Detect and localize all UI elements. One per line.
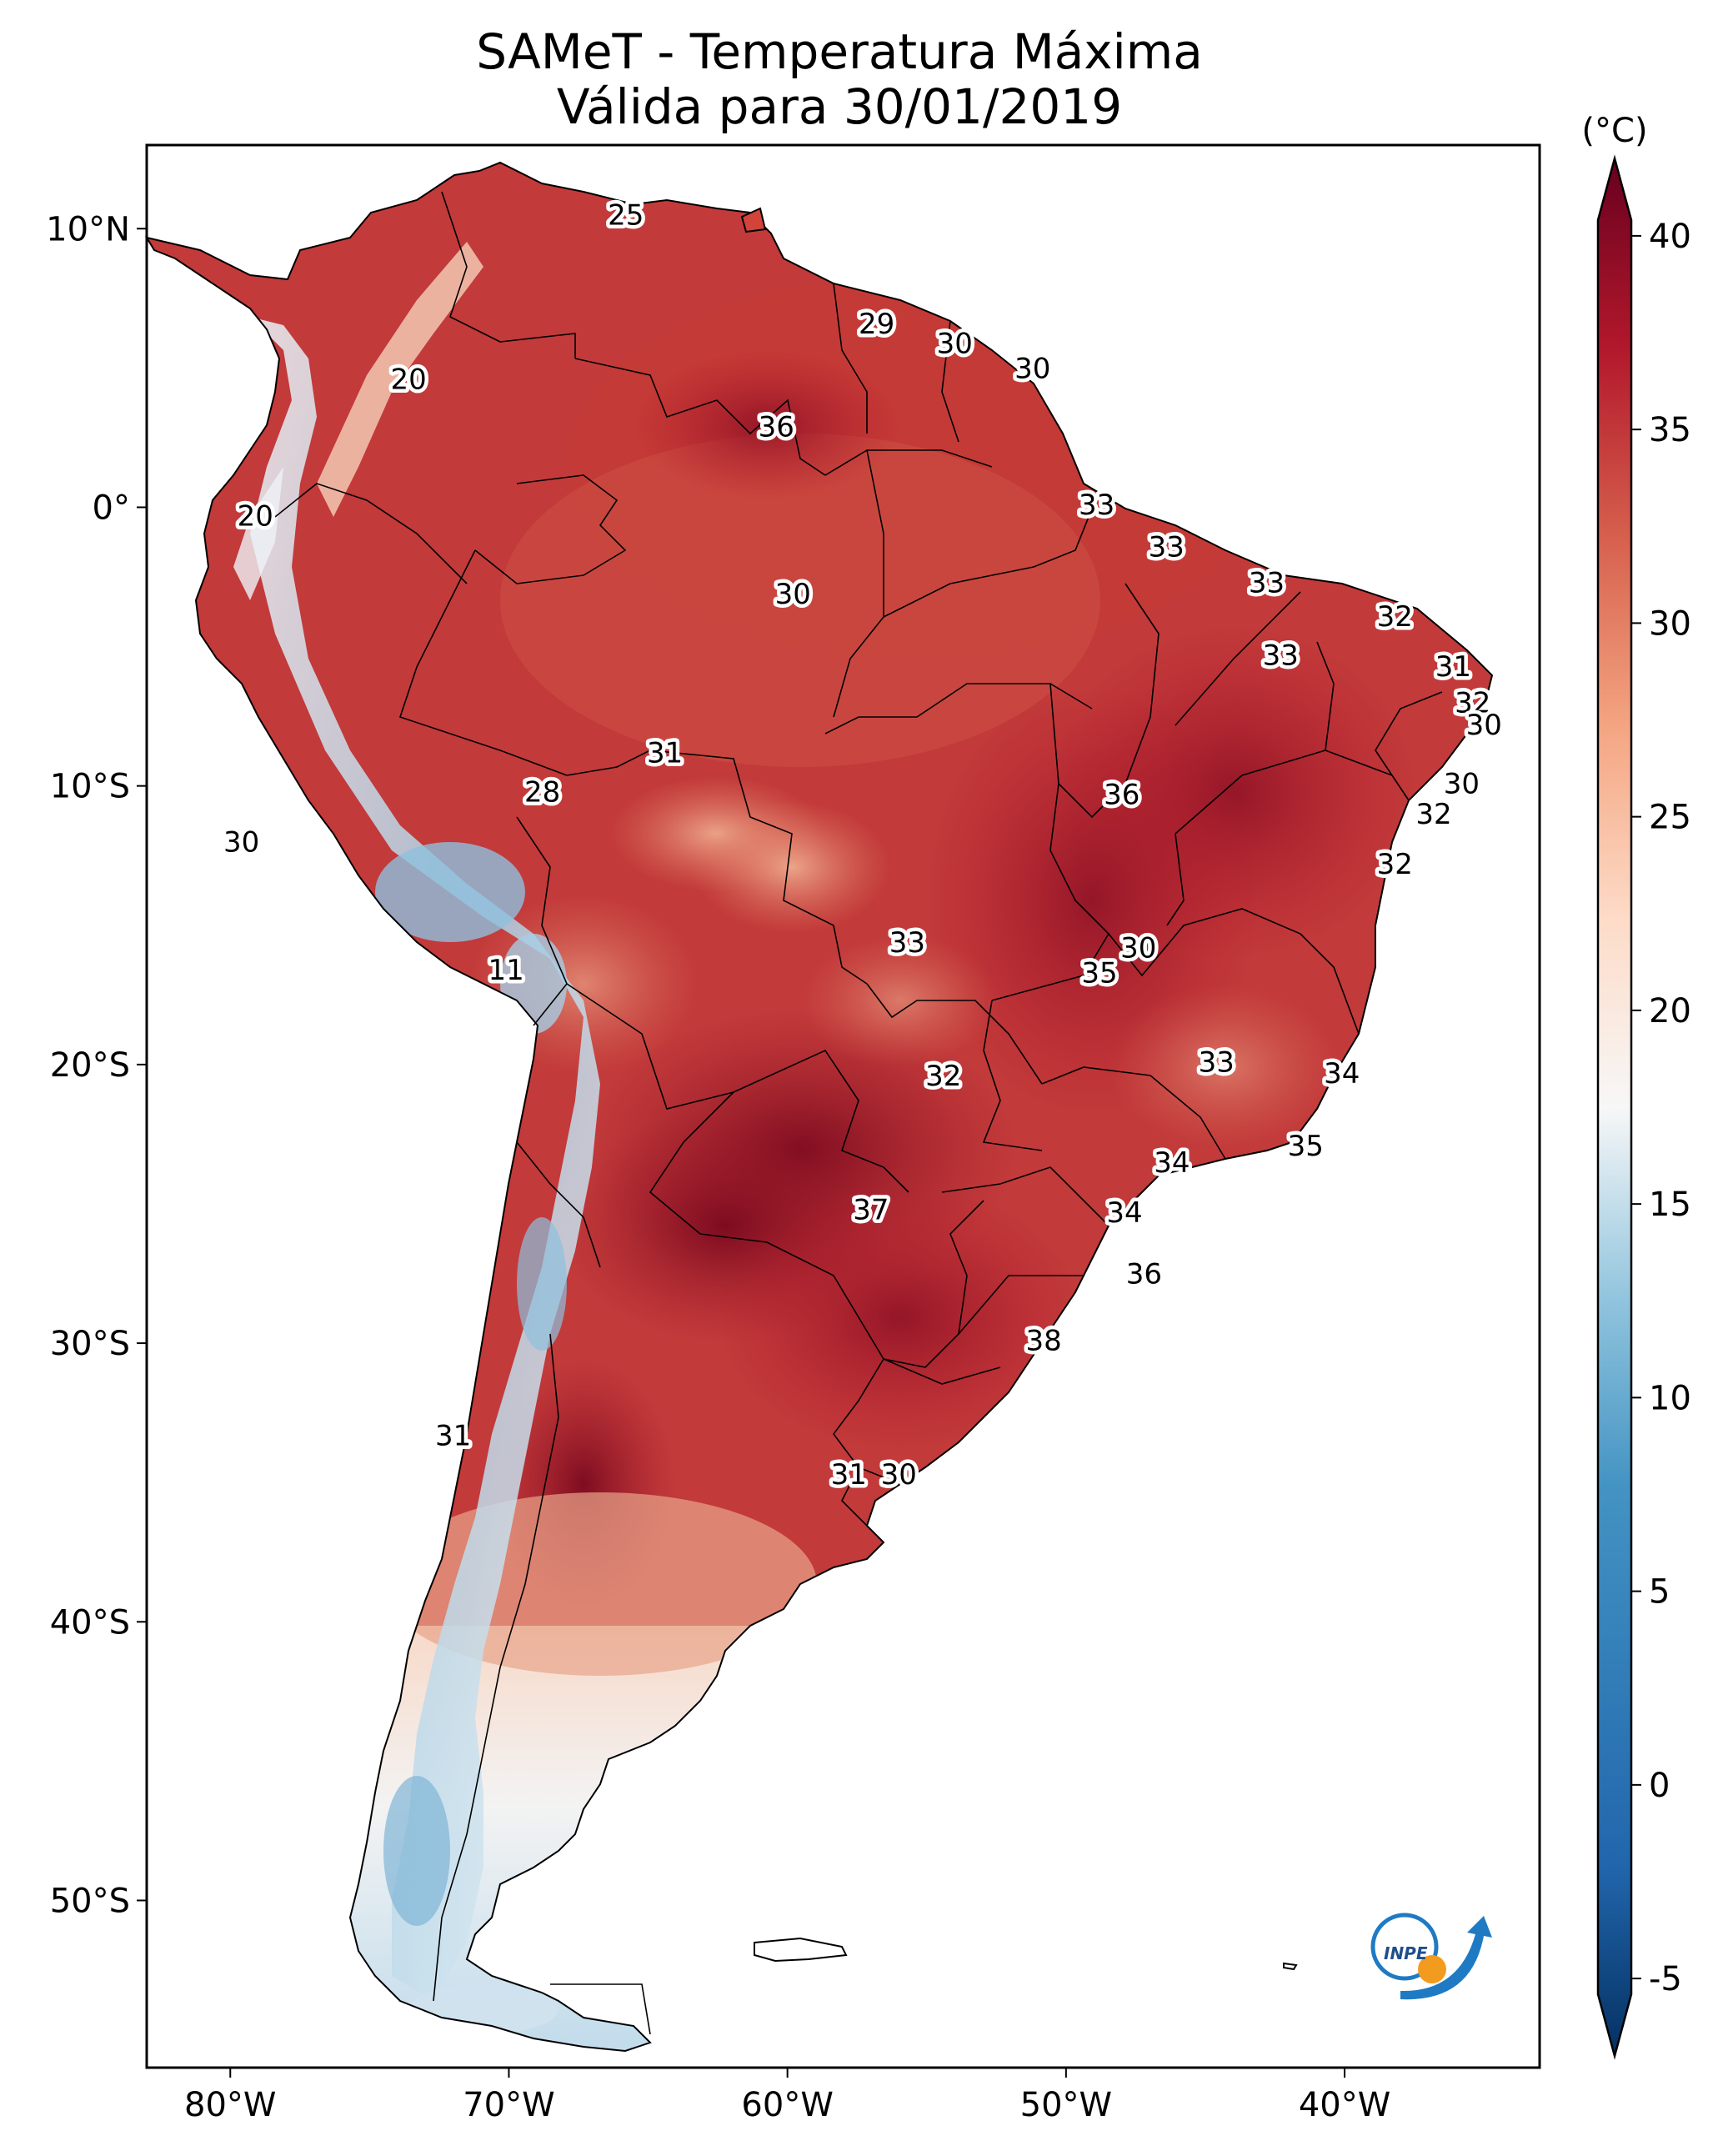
colorbar-ticks: 40 35 30 25 20 15 10 5 0 -5 (1631, 218, 1691, 1998)
colorbar-tick-label: 15 (1649, 1186, 1691, 1224)
contour-label: 34 (1154, 1146, 1190, 1180)
contour-label: 30 (1120, 932, 1156, 965)
colorbar: (°C) 40 35 30 25 20 15 10 5 0 -5 (1581, 112, 1691, 2060)
contour-label: 33 (1199, 1046, 1235, 1080)
contour-label: 37 (853, 1194, 889, 1227)
contour-label: 33 (1149, 530, 1185, 564)
logo-dot-icon (1418, 1955, 1446, 1983)
longitude-tick-label: 50°W (1020, 2086, 1112, 2124)
contour-label: 30 (937, 327, 973, 360)
contour-label: 33 (1079, 489, 1114, 522)
map-frame (145, 143, 1541, 2069)
islands (740, 207, 1298, 1971)
contour-label: 31 (435, 1419, 471, 1452)
latitude-tick-label: 50°S (50, 1882, 130, 1920)
contour-label: 31 (647, 737, 683, 770)
logo-arrow-icon (1400, 1916, 1492, 2000)
colorbar-tick-label: 35 (1649, 411, 1691, 449)
colorbar-unit: (°C) (1581, 112, 1647, 150)
colorbar-tick-label: 30 (1649, 604, 1691, 643)
longitude-tick-label: 80°W (184, 2086, 276, 2124)
contour-label: 28 (524, 775, 560, 809)
contour-label: 33 (1263, 639, 1299, 673)
contour-label: 25 (608, 199, 644, 233)
contour-label: 32 (925, 1060, 961, 1093)
contour-label: 30 (1014, 352, 1050, 385)
colorbar-tick-label: -5 (1649, 1960, 1682, 1998)
contour-label: 38 (1025, 1325, 1061, 1358)
longitude-tick-label: 60°W (741, 2086, 833, 2124)
contour-label: 30 (1466, 709, 1502, 742)
political-borders (274, 191, 1443, 2035)
latitude-tick-label: 0° (93, 489, 130, 527)
contour-label: 29 (859, 308, 894, 341)
contour-label: 32 (1455, 686, 1490, 720)
contour-label: 20 (390, 364, 426, 397)
latitude-tick-label: 20°S (50, 1046, 130, 1085)
logo-orbit-icon (1370, 1913, 1439, 1981)
contour-label: 32 (1377, 848, 1413, 881)
latitude-tick-label: 10°S (50, 768, 130, 806)
contour-label: 36 (1126, 1258, 1162, 1291)
contour-label: 32 (1415, 798, 1451, 831)
contour-label: 33 (1249, 567, 1285, 600)
contour-label: 31 (831, 1458, 867, 1492)
colorbar-tick-label: 5 (1649, 1573, 1670, 1612)
latitude-tick-label: 40°S (50, 1603, 130, 1642)
contour-label: 20 (238, 500, 273, 534)
contour-label: 11 (488, 954, 523, 987)
logo-text: INPE (1384, 1943, 1428, 1963)
longitude-tick-label: 70°W (463, 2086, 554, 2124)
colorbar-tick-label: 40 (1649, 218, 1691, 256)
contour-label: 32 (1377, 600, 1413, 634)
map-title-line2: Válida para 30/01/2019 (557, 78, 1122, 135)
colorbar-tick-label: 20 (1649, 992, 1691, 1030)
contour-label: 30 (881, 1458, 917, 1492)
contour-label: 30 (1444, 767, 1480, 800)
colorbar-tick-label: 0 (1649, 1767, 1670, 1805)
contour-label: 35 (1081, 957, 1117, 990)
contour-label: 35 (1288, 1130, 1324, 1163)
latitude-tick-label: 10°N (46, 210, 130, 248)
colorbar-tick-label: 10 (1649, 1379, 1691, 1417)
colorbar-tick-label: 25 (1649, 799, 1691, 837)
contour-label: 33 (889, 926, 925, 960)
longitude-tick-label: 40°W (1299, 2086, 1390, 2124)
longitude-axis: 80°W 70°W 60°W 50°W 40°W (184, 2068, 1390, 2124)
contour-label: 30 (223, 826, 259, 860)
contour-label: 36 (1104, 779, 1139, 812)
contour-label: 30 (775, 578, 811, 611)
contour-label: 34 (1324, 1057, 1360, 1091)
contour-label: 36 (759, 411, 794, 444)
contour-label: 31 (1435, 650, 1471, 684)
latitude-axis: 10°N 0° 10°S 20°S 30°S 40°S 50°S (46, 210, 147, 1920)
contour-label: 34 (1106, 1196, 1142, 1230)
latitude-tick-label: 30°S (50, 1325, 130, 1363)
map-title-line1: SAMeT - Temperatura Máxima (476, 23, 1203, 80)
inpe-logo: INPE (1370, 1913, 1492, 2000)
colorbar-body (1596, 154, 1633, 2060)
